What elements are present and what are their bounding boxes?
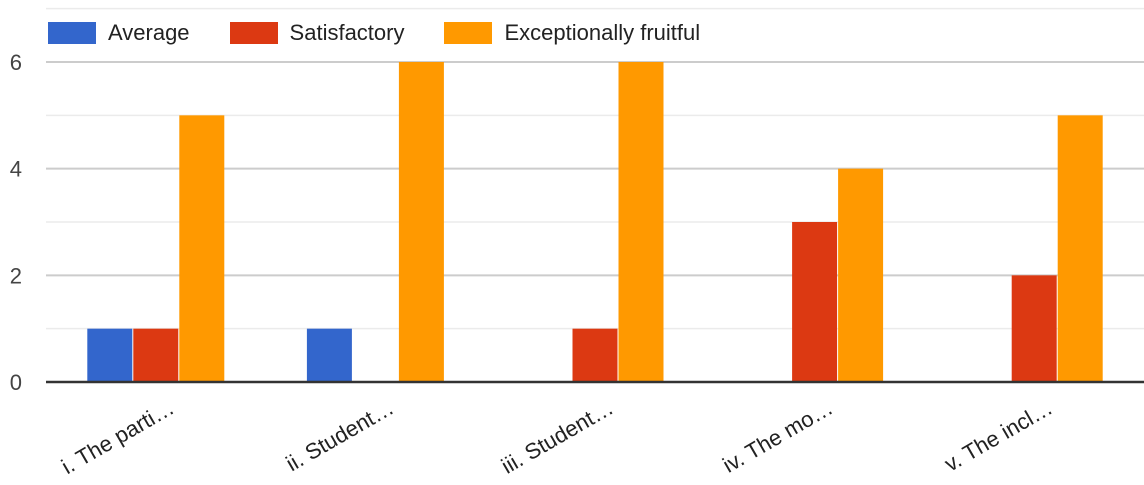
bar-satisfactory-3[interactable] — [572, 328, 618, 382]
y-tick-label: 2 — [10, 263, 22, 288]
x-tick-label: i. The parti… — [57, 395, 178, 479]
bar-exceptionally-fruitful-2[interactable] — [398, 62, 444, 382]
bar-exceptionally-fruitful-3[interactable] — [618, 62, 664, 382]
legend-swatch-satisfactory — [229, 22, 278, 44]
x-tick-label: v. The incl… — [940, 395, 1057, 477]
legend-label-satisfactory: Satisfactory — [289, 20, 405, 45]
legend-swatch-average — [48, 22, 96, 44]
legend: Average Satisfactory Exceptionally fruit… — [48, 20, 740, 46]
bar-exceptionally-fruitful-4[interactable] — [838, 168, 884, 382]
legend-item-satisfactory: Satisfactory — [229, 20, 405, 46]
bar-satisfactory-4[interactable] — [792, 222, 838, 382]
x-tick-label: iii. Student… — [497, 395, 618, 479]
bar-exceptionally-fruitful-1[interactable] — [179, 115, 225, 382]
bar-average-2[interactable] — [306, 328, 352, 382]
legend-item-exceptionally-fruitful: Exceptionally fruitful — [444, 20, 700, 46]
y-tick-label: 6 — [10, 50, 22, 75]
legend-swatch-exceptionally-fruitful — [444, 22, 493, 44]
legend-label-average: Average — [108, 20, 190, 45]
bar-satisfactory-1[interactable] — [133, 328, 179, 382]
y-tick-label: 4 — [10, 157, 22, 182]
bar-satisfactory-5[interactable] — [1011, 275, 1057, 382]
legend-label-exceptionally-fruitful: Exceptionally fruitful — [504, 20, 701, 45]
x-tick-label: ii. Student… — [282, 395, 398, 477]
bar-average-1[interactable] — [87, 328, 133, 382]
x-tick-label: iv. The mo… — [718, 395, 837, 478]
bar-exceptionally-fruitful-5[interactable] — [1057, 115, 1103, 382]
legend-item-average: Average — [48, 20, 190, 46]
y-tick-label: 0 — [10, 370, 22, 395]
